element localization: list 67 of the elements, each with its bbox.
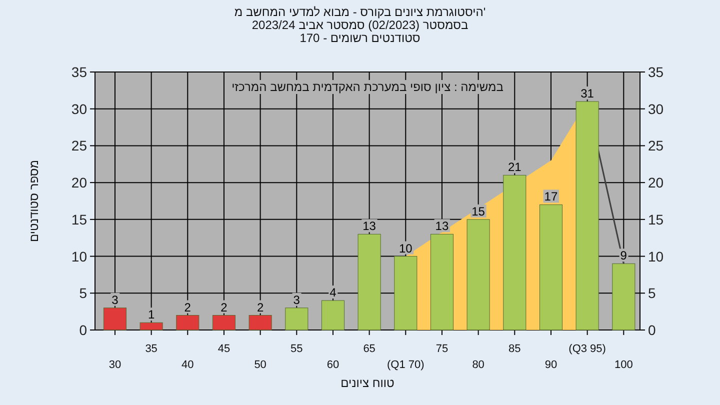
bar xyxy=(103,308,126,330)
text: סטודנטים רשומים - 170 xyxy=(300,31,420,45)
data-label: 2 xyxy=(220,300,228,314)
y2-tick-label: 15 xyxy=(648,211,664,228)
y2-tick-label: 35 xyxy=(648,64,664,80)
data-label: 10 xyxy=(398,241,413,256)
data-label: 17 xyxy=(544,190,558,204)
y2-tick-label: 30 xyxy=(648,100,664,117)
y2-tick-label: 10 xyxy=(648,248,664,264)
y-tick-label: 0 xyxy=(79,322,88,338)
data-label: 13 xyxy=(435,219,449,234)
y2-tick-label: 25 xyxy=(648,138,664,154)
y-axis-title: מספר סטודנטים xyxy=(27,160,41,242)
x-tick-label: (Q3 95) xyxy=(568,343,606,355)
chart-title: היסטוגרמת ציונים בקורס - מבוא למדעי המחשב מ' xyxy=(234,5,486,19)
y-tick-label: 35 xyxy=(71,64,88,80)
x-tick-label: 90 xyxy=(544,359,558,371)
y2-tick-label: 0 xyxy=(648,322,656,338)
y-tick-label: 10 xyxy=(71,248,88,264)
data-label: 21 xyxy=(508,160,522,174)
data-label: 9 xyxy=(620,248,628,263)
bar xyxy=(176,315,200,330)
data-label: 15 xyxy=(472,204,486,218)
x-tick-label: 45 xyxy=(218,343,230,355)
y2-tick-label: 5 xyxy=(648,285,656,302)
bar xyxy=(394,256,418,330)
data-label: 31 xyxy=(580,86,594,100)
x-tick-label: 55 xyxy=(290,343,303,355)
x-tick-label: 75 xyxy=(436,343,448,355)
x-axis-title: טווח ציונים xyxy=(340,376,395,390)
bar xyxy=(358,234,381,330)
y-tick-label: 25 xyxy=(71,138,88,154)
y-tick-label: 15 xyxy=(71,211,88,228)
data-label: 13 xyxy=(362,219,376,234)
chart-subtitle: בסמסטר (02/2023) סמסטר אביב 2023/24 xyxy=(252,18,468,32)
bar xyxy=(212,315,236,330)
x-tick-label: 85 xyxy=(508,343,521,355)
data-label: 3 xyxy=(293,292,300,307)
data-label: 2 xyxy=(256,300,264,314)
bar xyxy=(285,308,308,330)
x-tick-label: 100 xyxy=(614,359,633,371)
bar xyxy=(612,263,636,330)
x-tick-label: 30 xyxy=(108,359,122,371)
bar xyxy=(321,300,344,330)
annotation: במשימה : ציון סופי במערכת האקדמית במחשב המרכזי xyxy=(232,80,504,94)
x-tick-label: 60 xyxy=(326,359,340,371)
y-tick-label: 20 xyxy=(71,174,88,191)
bar xyxy=(430,234,454,330)
bar xyxy=(576,101,599,330)
data-label: 1 xyxy=(148,308,155,322)
bar xyxy=(140,322,163,330)
y2-tick-label: 20 xyxy=(648,174,664,191)
x-tick-label: 65 xyxy=(363,343,376,355)
x-tick-label: 35 xyxy=(145,343,158,355)
data-label: 3 xyxy=(112,292,119,307)
bar xyxy=(466,219,490,330)
y-tick-label: 5 xyxy=(79,285,88,302)
bar xyxy=(539,204,562,330)
bar xyxy=(248,315,272,330)
bar xyxy=(503,174,526,330)
x-tick-label: 80 xyxy=(472,359,484,371)
x-tick-label: (Q1 70) xyxy=(387,359,424,371)
data-label: 4 xyxy=(330,286,337,300)
x-tick-label: 50 xyxy=(254,359,266,371)
y-tick-label: 30 xyxy=(71,100,88,117)
x-tick-label: 40 xyxy=(182,359,194,371)
data-label: 2 xyxy=(184,300,192,314)
